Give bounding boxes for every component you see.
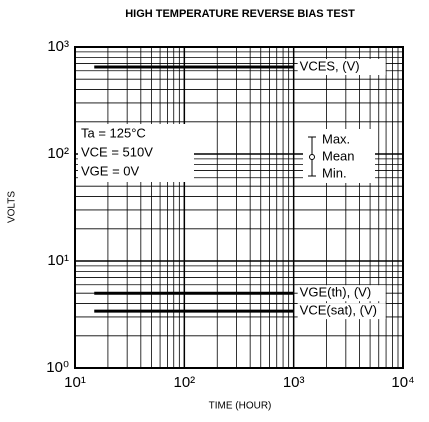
chart-title: HIGH TEMPERATURE REVERSE BIAS TEST: [125, 8, 355, 20]
plot-frame: [74, 46, 404, 369]
y-tick-label: 10¹: [47, 252, 69, 269]
annotation: Ta = 125°C: [81, 125, 146, 140]
series-label: VCE(sat), (V): [300, 303, 377, 318]
annotation: VCE = 510V: [81, 144, 153, 159]
legend-label: Min.: [322, 165, 347, 180]
x-tick-label: 10¹: [64, 374, 86, 391]
x-axis-label: TIME (HOUR): [209, 401, 272, 412]
y-axis-label: VOLTS: [7, 191, 18, 223]
label-bg: [297, 59, 386, 76]
x-tick-label: 10³: [283, 374, 305, 391]
legend-label: Mean: [322, 148, 355, 163]
annotation: VGE = 0V: [81, 163, 139, 178]
x-tick-label: 10⁴: [391, 374, 414, 391]
annotation-bg: [78, 124, 194, 182]
legend-label: Max.: [322, 131, 350, 146]
label-bg: [297, 285, 386, 302]
y-tick-label: 10³: [47, 38, 69, 55]
x-tick-label: 10²: [173, 374, 195, 391]
y-tick-label: 10⁰: [46, 359, 69, 376]
series-label: VCES, (V): [300, 58, 360, 73]
legend-symbol: [309, 154, 315, 160]
series-label: VGE(th), (V): [300, 285, 372, 300]
y-tick-label: 10²: [47, 145, 69, 162]
label-bg: [297, 303, 386, 320]
legend-bg: [303, 129, 375, 183]
